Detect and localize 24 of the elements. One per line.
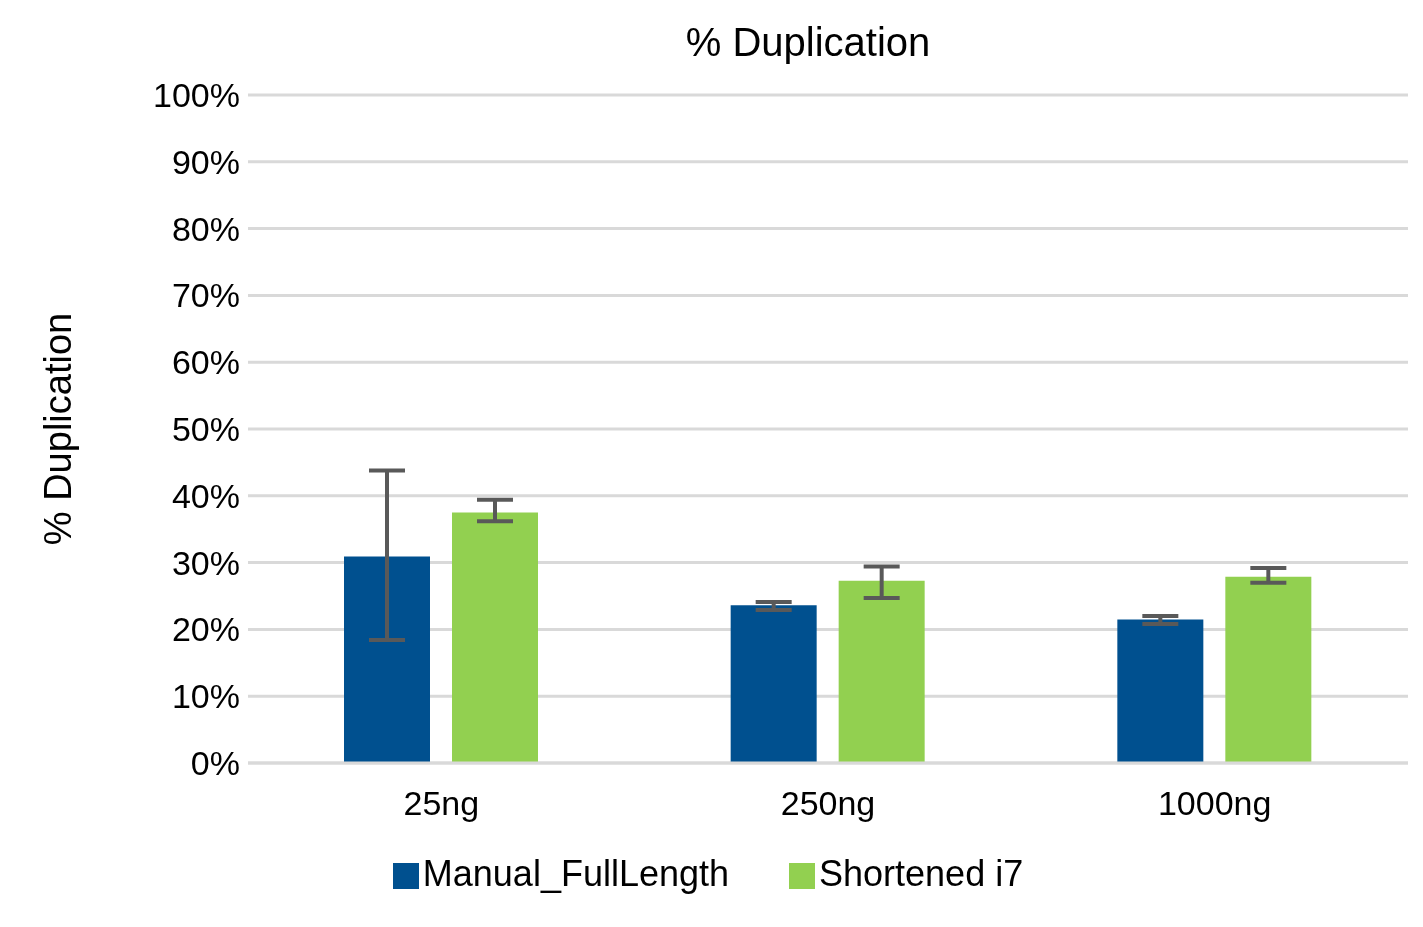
y-tick-label: 50% xyxy=(171,410,240,449)
y-tick-label: 20% xyxy=(171,610,240,649)
y-tick-label: 100% xyxy=(153,76,240,115)
y-tick-label: 60% xyxy=(171,343,240,382)
chart-title: % Duplication xyxy=(684,20,932,65)
x-tick-label: 1000ng xyxy=(1157,784,1272,823)
bar xyxy=(1117,619,1204,763)
x-tick-label: 250ng xyxy=(780,784,876,823)
x-tick-label: 25ng xyxy=(403,784,480,823)
y-tick-label: 70% xyxy=(171,276,240,315)
bar xyxy=(1225,576,1312,763)
y-tick-label: 90% xyxy=(171,142,240,181)
y-tick-label: 80% xyxy=(171,209,240,248)
bar xyxy=(838,580,925,763)
y-tick-label: 40% xyxy=(171,476,240,515)
legend-label: Shortened i7 xyxy=(819,853,1024,894)
bar xyxy=(730,605,817,763)
bar xyxy=(344,556,430,763)
y-tick-label: 0% xyxy=(190,744,240,783)
y-tick-label: 10% xyxy=(171,677,240,716)
y-tick-label: 30% xyxy=(171,543,240,582)
legend-label: Manual_FullLength xyxy=(422,853,730,894)
y-axis-title: % Duplication xyxy=(37,312,80,546)
bar xyxy=(452,512,538,763)
